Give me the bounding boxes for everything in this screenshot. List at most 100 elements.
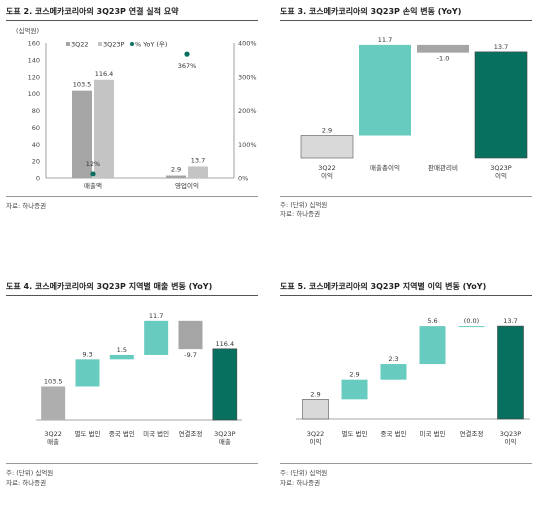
- unit-note: 주: (단위) 십억원: [6, 469, 54, 477]
- waterfall-bar: [41, 386, 66, 420]
- footer-rule: [6, 463, 258, 464]
- x-category-label: 3Q22: [318, 164, 336, 172]
- panel-title: 도표 2. 코스메카코리아의 3Q23P 연결 실적 요약: [6, 7, 179, 16]
- y-tick-label: 20: [32, 158, 40, 166]
- title-rule: [280, 20, 532, 21]
- x-category-label: 이익: [321, 171, 333, 180]
- waterfall-bar: [212, 348, 238, 421]
- waterfall-bar: [341, 379, 368, 400]
- y-tick-label: 60: [32, 124, 40, 132]
- bar-value-label: 1.5: [117, 346, 127, 354]
- y-tick-label: 40: [32, 141, 40, 149]
- title-rule: [6, 20, 258, 21]
- chart-consolidated-summary: (십억원) 0 20 40 60 80 100 120 140 160 0% 100% 200% 300%…: [16, 26, 257, 190]
- legend-marker-yoy: [130, 42, 134, 46]
- source-note: 자료: 하나증권: [6, 479, 47, 487]
- waterfall-bar: [109, 354, 134, 360]
- waterfall-bar: [458, 326, 485, 328]
- panel-regional-profit-change: 도표 5. 코스메카코리아의 3Q23P 지역별 이익 변동 (YoY) 2.9…: [276, 275, 538, 515]
- legend-label: 3Q23P: [103, 41, 125, 49]
- y2-tick-label: 100%: [238, 141, 257, 149]
- panel-consolidated-summary: 도표 2. 코스메카코리아의 3Q23P 연결 실적 요약 (십억원) 0 20 40…: [2, 0, 264, 240]
- y-tick-label: 80: [32, 107, 40, 115]
- y2-tick-label: 200%: [238, 107, 257, 115]
- unit-note: 주: (단위) 십억원: [280, 469, 328, 477]
- yoy-point: [90, 171, 96, 177]
- bar-value-label: 11.7: [378, 36, 392, 44]
- legend-swatch: [98, 42, 102, 46]
- y2-tick-label: 0%: [238, 175, 248, 183]
- bar-value-label: 13.7: [494, 43, 508, 51]
- waterfall-bar: [497, 325, 524, 420]
- x-category-label: 매출: [47, 437, 59, 446]
- y-tick-label: 0: [36, 175, 40, 183]
- y-tick-label: 140: [28, 56, 40, 64]
- unit-note: 주: (단위) 십억원: [280, 201, 328, 209]
- x-category-label: 3Q22: [44, 430, 62, 438]
- bar-value-label: 103.5: [73, 81, 92, 89]
- x-category-label: 매출액: [84, 181, 102, 190]
- bar-value-label: -1.0: [437, 55, 450, 63]
- y2-tick-label: 300%: [238, 73, 257, 81]
- x-category-label: 미국 법인: [143, 429, 169, 438]
- bar-value-label: 11.7: [149, 312, 163, 320]
- legend-label: % YoY (우): [135, 41, 167, 49]
- waterfall-bar: [178, 320, 203, 350]
- bar-value-label: -9.7: [184, 351, 197, 359]
- x-category-label: 이익: [505, 437, 517, 446]
- x-category-label: 3Q23P: [490, 164, 512, 172]
- bar-value-label: 2.9: [310, 390, 320, 398]
- y-tick-label: 100: [28, 90, 40, 98]
- x-category-label: 이익: [310, 437, 322, 446]
- title-rule: [280, 295, 532, 296]
- bar-3q22: [166, 175, 186, 178]
- waterfall-bar: [417, 44, 469, 53]
- y-tick-label: 120: [28, 73, 40, 81]
- bar-value-label: 2.9: [322, 127, 332, 135]
- x-category-label: 영업이익: [175, 181, 199, 190]
- y-axis-unit-label: (십억원): [16, 26, 39, 35]
- bar-value-label: 116.4: [95, 70, 114, 78]
- bar-value-label: 2.9: [349, 371, 359, 379]
- waterfall-bar: [380, 364, 407, 380]
- bar-value-label: 5.6: [427, 317, 437, 325]
- bar-value-label: 103.5: [44, 377, 63, 385]
- panel-title: 도표 4. 코스메카코리아의 3Q23P 지역별 매출 변동 (YoY): [6, 282, 213, 291]
- bar-value-label: 2.9: [171, 166, 181, 174]
- bar-value-label: 2.3: [388, 355, 398, 363]
- bar-value-label: 9.3: [82, 350, 92, 358]
- bar-value-label: (0.0): [464, 317, 479, 325]
- x-category-label: 미국 법인: [420, 429, 446, 438]
- legend-label: 3Q22: [71, 41, 89, 49]
- x-category-label: 판매관리비: [428, 163, 458, 172]
- waterfall-bar: [75, 359, 100, 387]
- bar-3q23p: [188, 166, 208, 178]
- bar-3q23p: [94, 79, 114, 178]
- x-category-label: 3Q23P: [214, 430, 236, 438]
- yoy-label: 367%: [178, 62, 197, 70]
- yoy-point: [184, 51, 190, 57]
- source-note: 자료: 하나증권: [280, 479, 321, 487]
- footer-rule: [6, 196, 258, 197]
- bar-value-label: 116.4: [216, 340, 235, 348]
- waterfall-bar: [144, 320, 169, 355]
- panel-regional-sales-change: 도표 4. 코스메카코리아의 3Q23P 지역별 매출 변동 (YoY) 103…: [2, 275, 264, 515]
- bar-value-label: 13.7: [191, 156, 205, 164]
- waterfall-bar: [300, 135, 354, 159]
- yoy-label: 12%: [86, 160, 100, 168]
- source-note: 자료: 하나증권: [280, 210, 321, 218]
- source-note: 자료: 하나증권: [6, 202, 47, 210]
- footer-rule: [280, 463, 532, 464]
- footer-rule: [280, 196, 532, 197]
- waterfall-bar: [474, 51, 528, 159]
- waterfall-bar: [359, 44, 411, 136]
- waterfall-bar: [302, 399, 329, 420]
- x-category-label: 별도 법인: [342, 429, 368, 438]
- bar-value-label: 13.7: [503, 317, 517, 325]
- panel-title: 도표 3. 코스메카코리아의 3Q23P 손익 변동 (YoY): [280, 7, 462, 16]
- panel-profit-change: 도표 3. 코스메카코리아의 3Q23P 손익 변동 (YoY) 2.9 3Q22…: [276, 0, 538, 240]
- x-category-label: 매출총이익: [370, 163, 400, 172]
